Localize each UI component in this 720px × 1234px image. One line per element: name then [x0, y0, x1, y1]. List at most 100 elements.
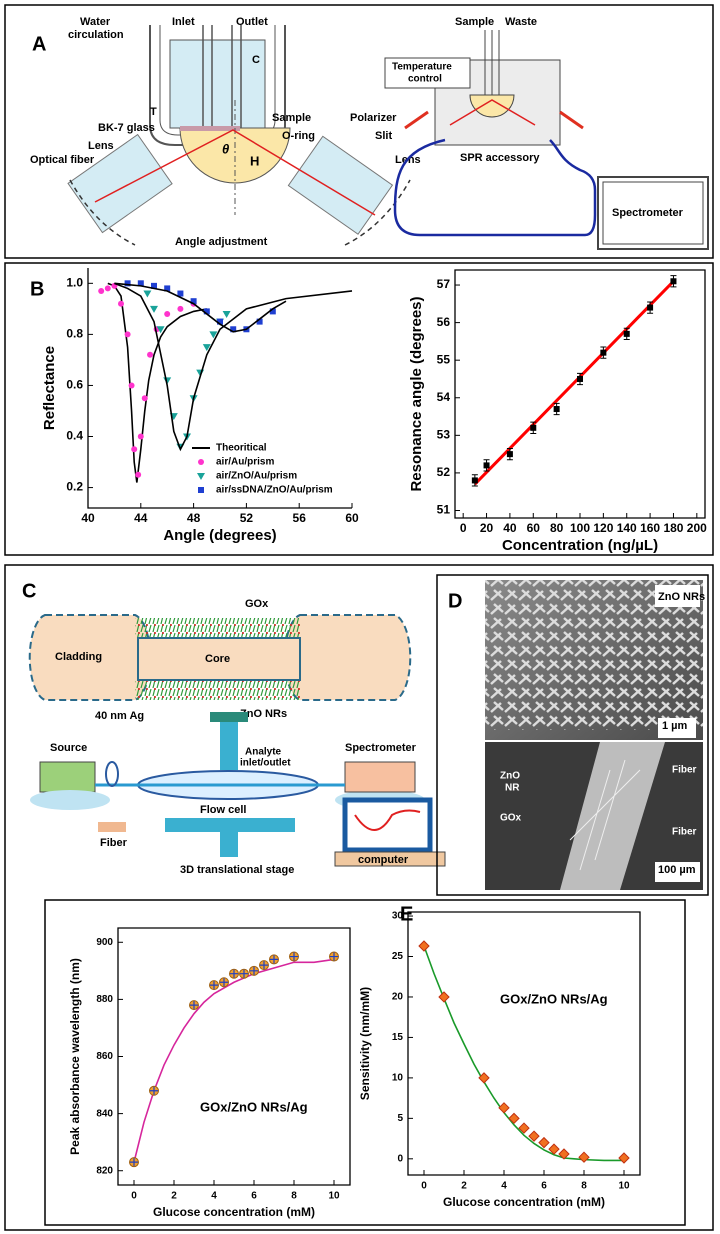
diagram-label: 100 µm: [658, 864, 696, 876]
marker: [618, 1152, 630, 1164]
diagram-label: Angle adjustment: [175, 236, 268, 248]
marker: [164, 310, 171, 317]
computer-spectrum: [354, 809, 421, 831]
marker: [222, 310, 231, 318]
marker-cross: [260, 961, 268, 970]
panel-label: B: [30, 278, 44, 300]
sem-texture: [569, 759, 641, 871]
marker: [147, 351, 154, 358]
x-axis-title: Glucose concentration (mM): [153, 1205, 315, 1219]
diagram-label: Analyte: [245, 747, 282, 758]
diagram-label: Outlet: [236, 16, 268, 28]
marker: [530, 424, 537, 431]
source: [39, 761, 96, 793]
angle-arc: [69, 179, 411, 246]
series-line: [423, 945, 624, 1162]
y-tick-label: 0: [397, 1153, 403, 1164]
panel-b-frame: [4, 262, 714, 556]
marker-cross: [330, 952, 338, 961]
sem-fiber: [560, 742, 665, 890]
diagram-label: Spectrometer: [612, 207, 684, 219]
marker: [256, 318, 263, 325]
diagram-label: Fiber: [100, 837, 128, 849]
label-bg: [658, 718, 696, 738]
marker: [647, 304, 654, 311]
marker: [124, 280, 131, 287]
y-axis-title: Reflectance: [41, 346, 58, 430]
stage-post: [220, 720, 238, 770]
y-tick-label: 820: [96, 1165, 113, 1176]
marker: [528, 1130, 540, 1142]
y-tick-label: 56: [437, 315, 451, 329]
diagram-label: Inlet: [172, 16, 195, 28]
marker: [498, 1102, 510, 1114]
marker: [438, 991, 450, 1003]
y-tick-label: 54: [437, 390, 451, 404]
x-tick-label: 8: [581, 1181, 587, 1192]
y-tick-label: 880: [96, 994, 113, 1005]
marker: [623, 330, 630, 337]
x-tick-label: 6: [251, 1191, 257, 1202]
fiber-cable: [393, 138, 597, 237]
diagram-label: SPR accessory: [460, 152, 540, 164]
x-tick-label: 60: [345, 511, 359, 525]
output-arm: [287, 135, 394, 235]
y-tick-label: 840: [96, 1108, 113, 1119]
marker: [124, 331, 131, 338]
diagram-label: T: [150, 106, 157, 118]
legend-label: air/ssDNA/ZnO/Au/prism: [216, 485, 333, 496]
water-cell: [169, 39, 266, 129]
diagram-label: Water: [80, 16, 111, 28]
y-axis-title: Sensitivity (nm/mM): [358, 987, 372, 1100]
source-base: [30, 790, 110, 810]
marker: [177, 290, 184, 297]
x-tick-label: 52: [240, 511, 254, 525]
panel-label: C: [22, 580, 36, 602]
y-axis-title: Resonance angle (degrees): [408, 296, 425, 491]
marker: [190, 298, 197, 305]
marker: [518, 1122, 530, 1134]
marker: [98, 287, 105, 294]
diagram-label: Sample: [455, 16, 494, 28]
x-tick-label: 10: [618, 1181, 630, 1192]
x-tick-label: 48: [187, 511, 201, 525]
diagram-label: inlet/outlet: [240, 758, 291, 769]
x-tick-label: 10: [328, 1191, 340, 1202]
marker: [418, 940, 430, 952]
marker: [141, 395, 148, 402]
diagram-label: O-ring: [282, 130, 315, 142]
diagram-label: Cladding: [55, 651, 102, 663]
diagram-label: Optical fiber: [30, 154, 95, 166]
diagram-label: control: [408, 74, 442, 85]
prism-right: [469, 94, 515, 118]
marker: [135, 471, 142, 478]
diagram-label: circulation: [68, 29, 124, 41]
marker-cross: [290, 952, 298, 961]
stage-plate: [165, 818, 295, 832]
x-tick-label: 20: [480, 521, 494, 535]
stage-leg: [220, 832, 238, 857]
axes: [117, 927, 351, 1186]
marker: [164, 285, 171, 292]
label-bg: [655, 585, 700, 607]
x-tick-label: 44: [134, 511, 148, 525]
marker-cross: [220, 978, 228, 987]
diagram-label: computer: [358, 854, 409, 866]
marker-cross: [240, 969, 248, 978]
y-axis-title: Peak absorbance wavelength (nm): [68, 958, 82, 1155]
y-tick-label: 10: [392, 1073, 404, 1084]
diagram-label: 40 nm Ag: [95, 710, 144, 722]
computer-screen: [342, 797, 433, 853]
series-line: [114, 282, 353, 452]
marker: [230, 326, 237, 333]
x-tick-label: 40: [503, 521, 517, 535]
marker-cross: [250, 966, 258, 975]
x-tick-label: 140: [617, 521, 637, 535]
marker: [137, 280, 144, 287]
marker: [578, 1151, 590, 1163]
x-tick-label: 200: [687, 521, 707, 535]
marker: [143, 290, 152, 298]
series-line: [473, 280, 675, 486]
marker: [600, 349, 607, 356]
